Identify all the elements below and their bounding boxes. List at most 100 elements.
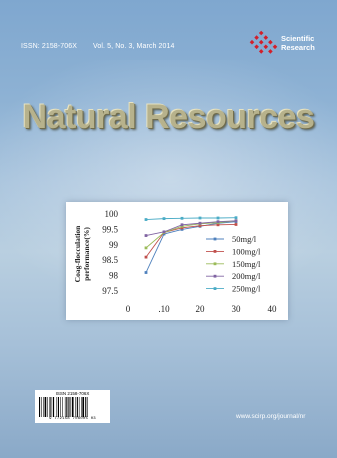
barcode-bar bbox=[66, 397, 68, 417]
cover-chart: 97.5 98 98.5 99 99.5 100 0 .10 20 30 40 Coag-floccu… bbox=[66, 202, 288, 320]
line-chart: 97.5 98 98.5 99 99.5 100 0 .10 20 30 40 Coag-floccu… bbox=[73, 209, 278, 314]
data-point bbox=[144, 218, 148, 221]
legend-label: 150mg/l bbox=[232, 259, 261, 269]
legend-marker bbox=[213, 237, 217, 241]
logo-diamond bbox=[263, 44, 269, 50]
data-point bbox=[144, 255, 148, 259]
barcode-bar bbox=[49, 397, 51, 417]
legend-label: 250mg/l bbox=[232, 284, 261, 294]
barcode-bar bbox=[47, 397, 48, 417]
logo-diamond bbox=[258, 39, 264, 45]
data-point bbox=[234, 223, 238, 226]
y-tick-label: 100 bbox=[105, 209, 119, 219]
data-point bbox=[198, 224, 202, 228]
series-line bbox=[145, 220, 237, 237]
issn-text: ISSN: 2158-706X bbox=[21, 43, 77, 50]
barcode-bar bbox=[85, 397, 87, 417]
barcode-bar bbox=[87, 397, 88, 417]
series-line bbox=[145, 220, 237, 249]
volume-text: Vol. 5, No. 3, March 2014 bbox=[93, 43, 175, 50]
y-tick-label: 97.5 bbox=[102, 286, 118, 296]
data-point bbox=[216, 220, 220, 224]
data-point bbox=[180, 224, 184, 228]
data-point bbox=[180, 228, 184, 231]
series-line bbox=[145, 221, 237, 273]
issue-info: ISSN: 2158-706X Vol. 5, No. 3, March 201… bbox=[21, 43, 189, 50]
legend-label: 100mg/l bbox=[232, 246, 261, 256]
barcode-bar bbox=[41, 397, 42, 417]
legend-marker bbox=[213, 287, 217, 290]
x-tick-label: 40 bbox=[268, 304, 278, 314]
barcode-bar bbox=[71, 397, 74, 417]
publisher-name: Scientific Research bbox=[281, 34, 315, 52]
series-line bbox=[145, 217, 237, 220]
publisher-logo[interactable]: Scientific Research bbox=[248, 30, 337, 60]
data-point bbox=[234, 216, 238, 220]
data-point bbox=[162, 217, 166, 221]
barcode-bar bbox=[82, 397, 85, 417]
publisher-name-line2: Research bbox=[281, 43, 315, 52]
barcode-bar bbox=[64, 397, 66, 417]
logo-diamond bbox=[268, 39, 273, 45]
data-point bbox=[144, 271, 148, 274]
data-point bbox=[216, 216, 220, 220]
legend-marker bbox=[213, 262, 217, 266]
series-line bbox=[145, 224, 237, 258]
data-point bbox=[144, 246, 148, 250]
x-tick-label: 0 bbox=[126, 304, 131, 314]
barcode-issn: ISSN 2158-706X bbox=[55, 391, 90, 396]
data-point bbox=[162, 230, 166, 234]
barcode-bar bbox=[78, 397, 80, 417]
data-point bbox=[198, 216, 202, 220]
data-point bbox=[180, 223, 184, 227]
legend-label: 200mg/l bbox=[232, 271, 261, 281]
data-point bbox=[180, 216, 184, 220]
x-tick-label: 30 bbox=[232, 304, 242, 314]
data-point bbox=[144, 234, 148, 237]
legend-label: 50mg/l bbox=[232, 234, 257, 244]
y-tick-label: 98 bbox=[109, 271, 119, 281]
barcode-bar bbox=[81, 397, 82, 417]
x-tick-label: 20 bbox=[196, 304, 206, 314]
logo-diamond bbox=[263, 35, 269, 40]
logo-diamond bbox=[249, 39, 255, 45]
legend-marker bbox=[213, 250, 217, 253]
barcode-bars bbox=[39, 397, 88, 417]
data-point bbox=[180, 226, 184, 230]
logo-diamond bbox=[268, 49, 273, 54]
logo-diamond bbox=[258, 49, 264, 54]
data-point bbox=[198, 221, 202, 225]
barcode-bar bbox=[39, 397, 41, 417]
barcode-bar bbox=[57, 397, 59, 417]
barcode: ISSN 2158-706X 9 772158 706005 03 bbox=[35, 390, 110, 423]
data-point bbox=[234, 219, 238, 223]
barcode-bar bbox=[43, 397, 44, 417]
barcode-bar bbox=[70, 397, 72, 417]
logo-diamond bbox=[272, 44, 278, 50]
y-tick-label: 99 bbox=[109, 240, 119, 250]
barcode-bar bbox=[75, 397, 76, 417]
logo-diamond bbox=[254, 44, 259, 50]
barcode-digits: 9 772158 706005 03 bbox=[49, 417, 96, 421]
barcode-bar bbox=[62, 397, 63, 417]
x-tick-label: .10 bbox=[158, 304, 170, 314]
barcode-bar bbox=[44, 397, 47, 417]
data-point bbox=[162, 232, 166, 236]
publisher-name-line1: Scientific bbox=[281, 34, 315, 43]
y-tick-label: 98.5 bbox=[102, 255, 118, 265]
logo-diamond bbox=[258, 30, 264, 36]
logo-diamond bbox=[254, 35, 259, 40]
website-link[interactable]: www.scirp.org/journal/nr bbox=[236, 413, 306, 420]
legend-marker bbox=[213, 274, 217, 278]
journal-title: Natural Resources bbox=[22, 98, 315, 136]
diamond-cluster-icon bbox=[249, 30, 278, 54]
barcode-bar bbox=[60, 397, 61, 417]
barcode-bar bbox=[76, 397, 78, 417]
barcode-bar bbox=[51, 397, 53, 417]
data-point bbox=[216, 223, 220, 227]
y-tick-label: 99.5 bbox=[102, 224, 118, 234]
y-axis-label: Coag-flocculationperformance(%) bbox=[73, 225, 91, 282]
barcode-bar bbox=[53, 397, 55, 417]
barcode-bar bbox=[56, 397, 58, 417]
